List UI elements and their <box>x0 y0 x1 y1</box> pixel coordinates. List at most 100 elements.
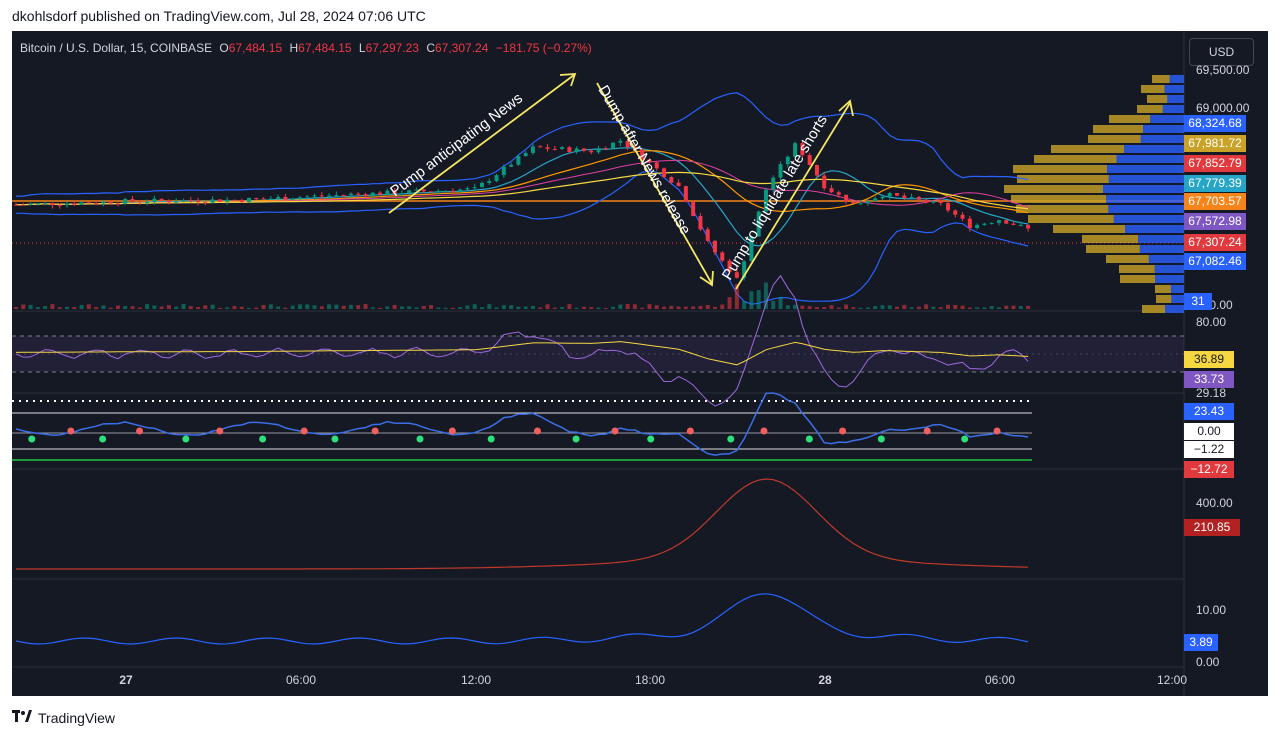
candle-body <box>188 200 193 202</box>
candle-body <box>385 190 390 195</box>
tradingview-logo-icon <box>12 709 32 726</box>
pane4-tag: 3.89 <box>1184 634 1218 651</box>
volume-bar <box>101 305 106 309</box>
candle-body <box>334 194 339 196</box>
candle-body <box>873 198 878 202</box>
signal-dot-sell <box>993 427 1001 435</box>
signal-dot-buy <box>99 435 107 443</box>
candle-body <box>691 201 696 217</box>
candle-body <box>778 164 783 178</box>
candle-body <box>909 196 914 198</box>
footer-brand[interactable]: TradingView <box>38 709 116 726</box>
osc-tag-bottom: −12.72 <box>1184 461 1234 478</box>
profile-bar-sell <box>1125 225 1184 233</box>
volume-bar <box>181 304 186 309</box>
price-tag-67082: 67,082.46 <box>1184 253 1246 270</box>
profile-bar-buy <box>1051 145 1125 153</box>
volume-bar <box>567 304 572 309</box>
candle-body <box>378 192 383 195</box>
candle-body <box>785 156 790 165</box>
candle-body <box>458 189 463 192</box>
volume-bar <box>552 307 557 309</box>
signal-dot-sell <box>136 427 144 435</box>
candle-body <box>654 162 659 169</box>
high-label: H <box>289 41 299 55</box>
currency-button[interactable]: USD <box>1189 38 1254 66</box>
arrowhead-pump-shorts <box>838 99 854 117</box>
candle-body <box>181 200 186 202</box>
signal-dot-buy <box>416 435 424 443</box>
profile-bar-buy <box>1016 205 1109 213</box>
volume-bar <box>814 307 819 309</box>
candle-body <box>902 195 907 198</box>
signal-dot-buy <box>331 435 339 443</box>
candle-body <box>86 202 91 204</box>
volume-bar <box>800 305 805 309</box>
signal-dot-sell <box>839 427 847 435</box>
volume-bar <box>421 305 426 309</box>
time-axis-label: 28 <box>818 673 832 687</box>
candle-body <box>363 194 368 197</box>
price-tag-67703: 67,703.57 <box>1184 193 1246 210</box>
volume-bar <box>516 306 521 309</box>
profile-bar-buy <box>1142 305 1166 313</box>
candle-body <box>530 146 535 153</box>
volume-bar <box>283 307 288 309</box>
candle-body <box>94 203 99 205</box>
profile-bar-sell <box>1108 175 1184 183</box>
volume-bar <box>756 290 761 309</box>
time-axis-label: 06:00 <box>285 673 317 687</box>
candle-body <box>727 260 732 273</box>
volume-bar <box>414 307 419 309</box>
candle-body <box>953 210 958 215</box>
candle-body <box>50 202 55 206</box>
candle-body <box>647 159 652 163</box>
candle-body <box>982 223 987 225</box>
arrow-pump-shorts <box>735 102 851 290</box>
profile-bar-sell <box>1139 245 1184 253</box>
pane3-tag: 210.85 <box>1184 519 1240 536</box>
candle-body <box>57 205 62 207</box>
candle-body <box>450 190 455 192</box>
volume-bar <box>916 306 921 309</box>
profile-bar-buy <box>1141 85 1165 93</box>
ma-slow-line <box>16 171 1029 210</box>
candle-body <box>698 216 703 230</box>
arrowhead-dump-news <box>699 270 714 287</box>
volume-bar <box>392 305 397 309</box>
osc-tag-zero: 0.00 <box>1184 423 1234 440</box>
volume-bar <box>108 307 113 309</box>
volume-bar <box>632 304 637 309</box>
low-label: L <box>358 41 366 55</box>
signal-dot-sell <box>686 427 694 435</box>
volume-bar <box>28 304 33 309</box>
profile-bar-buy <box>1086 245 1140 253</box>
volume-bar <box>174 306 179 309</box>
chart-area[interactable]: Pump anticipating News Dump after News r… <box>12 31 1268 696</box>
profile-bar-buy <box>1152 75 1170 83</box>
volume-bar <box>793 304 798 309</box>
candle-body <box>516 156 521 165</box>
price-chart-svg[interactable]: Pump anticipating News Dump after News r… <box>12 31 1268 696</box>
candle-body <box>341 194 346 196</box>
candle-body <box>429 191 434 193</box>
volume-bar <box>581 306 586 309</box>
candle-body <box>800 143 805 156</box>
volume-bar <box>654 305 659 309</box>
symbol-name: Bitcoin / U.S. Dollar, 15, COINBASE <box>20 41 213 55</box>
publish-header: dkohlsdorf published on TradingView.com,… <box>12 8 426 24</box>
candle-body <box>895 193 900 196</box>
candle-body <box>669 177 674 183</box>
low-value: 67,297.23 <box>365 41 419 55</box>
candle-body <box>1011 223 1016 225</box>
candle-body <box>996 220 1001 223</box>
signal-dot-buy <box>727 435 735 443</box>
candle-body <box>967 218 972 229</box>
profile-bar-sell <box>1164 85 1184 93</box>
rsi-tag-1: 36.89 <box>1184 351 1234 368</box>
osc-axis-top: 29.18 <box>1196 386 1227 400</box>
volume-bar <box>909 307 914 309</box>
volume-bar <box>785 305 790 309</box>
volume-bar <box>589 307 594 309</box>
candle-body <box>560 147 565 150</box>
